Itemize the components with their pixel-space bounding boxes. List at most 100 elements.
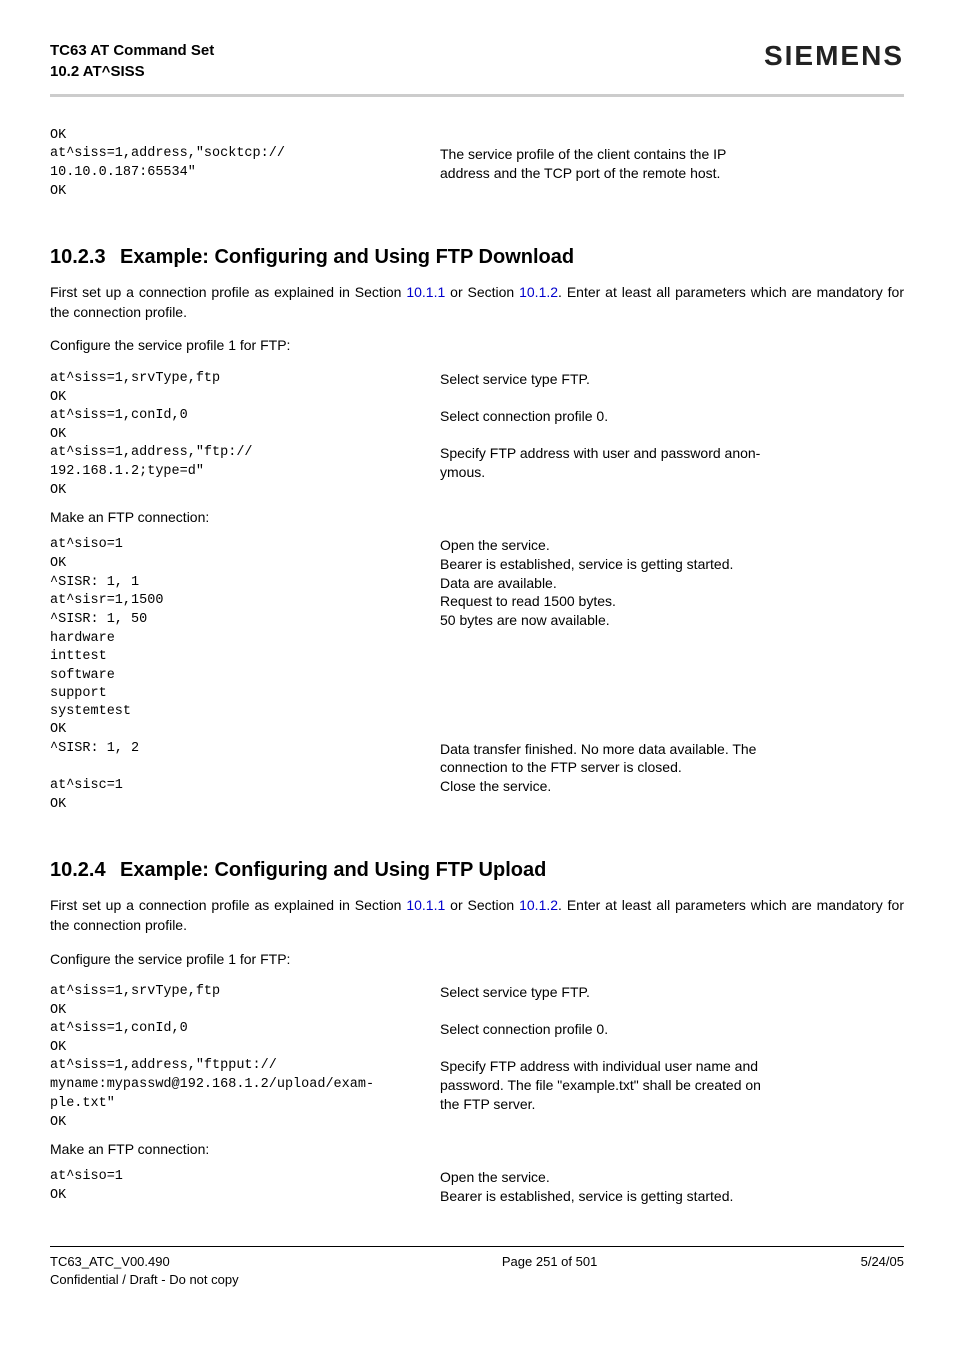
footer-page: Page 251 of 501 [502,1253,597,1289]
code-row: hardware [50,630,904,648]
code-text: OK [50,721,440,739]
code-description: Close the service. [440,777,904,796]
brand-logo: SIEMENS [764,40,904,72]
code-row: 10.10.0.187:65534"address and the TCP po… [50,164,904,183]
code-text: OK [50,426,440,444]
code-row: at^siso=1Open the service. [50,536,904,555]
code-description: Select connection profile 0. [440,407,904,426]
code-description: Open the service. [440,1168,904,1187]
header-title-block: TC63 AT Command Set 10.2 AT^SISS [50,40,214,82]
code-description: Specify FTP address with user and passwo… [440,444,904,463]
footer-left: TC63_ATC_V00.490 Confidential / Draft - … [50,1253,239,1289]
code-row: support [50,685,904,703]
section1-config-block: at^siss=1,srvType,ftpSelect service type… [50,370,904,500]
intro-code-block: OKat^siss=1,address,"socktcp://The servi… [50,127,904,201]
code-text: at^siso=1 [50,1168,440,1186]
code-row: ^SISR: 1, 2Data transfer finished. No mo… [50,740,904,759]
code-description: Specify FTP address with individual user… [440,1057,904,1076]
code-row: systemtest [50,703,904,721]
section2-para2: Configure the service profile 1 for FTP: [50,950,904,970]
code-description: Bearer is established, service is gettin… [440,555,904,574]
link-10-1-1[interactable]: 10.1.1 [406,897,445,913]
code-row: myname:mypasswd@192.168.1.2/upload/exam-… [50,1076,904,1095]
code-text: inttest [50,648,440,666]
code-text: myname:mypasswd@192.168.1.2/upload/exam- [50,1076,440,1094]
code-text: 10.10.0.187:65534" [50,164,440,182]
code-row: at^siss=1,address,"socktcp://The service… [50,145,904,164]
code-text: ^SISR: 1, 2 [50,740,440,758]
section2-para3: Make an FTP connection: [50,1140,904,1160]
code-description: Select service type FTP. [440,983,904,1002]
code-text: support [50,685,440,703]
link-10-1-1[interactable]: 10.1.1 [406,284,445,300]
code-row: at^siss=1,srvType,ftpSelect service type… [50,370,904,389]
code-row: OK [50,127,904,145]
code-text: at^sisc=1 [50,777,440,795]
code-text: at^siss=1,address,"socktcp:// [50,145,440,163]
code-text: OK [50,555,440,573]
code-text: software [50,667,440,685]
code-row: at^siss=1,address,"ftp://Specify FTP add… [50,444,904,463]
code-description: Bearer is established, service is gettin… [440,1187,904,1206]
code-description: connection to the FTP server is closed. [440,758,904,777]
code-description: Data transfer finished. No more data ava… [440,740,904,759]
code-row: inttest [50,648,904,666]
section-number: 10.2.3 [50,246,120,269]
code-row: at^sisr=1,1500Request to read 1500 bytes… [50,592,904,611]
code-row: OK [50,482,904,500]
code-text: ple.txt" [50,1095,440,1113]
code-description: Request to read 1500 bytes. [440,592,904,611]
code-row: OK [50,1039,904,1057]
code-text: OK [50,389,440,407]
code-text: OK [50,127,440,145]
code-text: OK [50,1039,440,1057]
section-heading-2: 10.2.4Example: Configuring and Using FTP… [50,859,904,882]
section1-para3: Make an FTP connection: [50,508,904,528]
section1-para1: First set up a connection profile as exp… [50,283,904,322]
code-description: Select service type FTP. [440,370,904,389]
page-footer: TC63_ATC_V00.490 Confidential / Draft - … [50,1246,904,1289]
code-row: OK [50,183,904,201]
link-10-1-2[interactable]: 10.1.2 [519,897,558,913]
code-text: OK [50,1114,440,1132]
code-row: at^siso=1Open the service. [50,1168,904,1187]
code-text: OK [50,1002,440,1020]
code-description: Open the service. [440,536,904,555]
code-row: ^SISR: 1, 5050 bytes are now available. [50,611,904,630]
code-text: OK [50,482,440,500]
code-description: address and the TCP port of the remote h… [440,164,904,183]
code-row: at^siss=1,address,"ftpput://Specify FTP … [50,1057,904,1076]
code-row: 192.168.1.2;type=d"ymous. [50,463,904,482]
code-description: ymous. [440,463,904,482]
section1-para2: Configure the service profile 1 for FTP: [50,336,904,356]
code-description: 50 bytes are now available. [440,611,904,630]
section-title: Example: Configuring and Using FTP Uploa… [120,859,546,881]
code-row: ^SISR: 1, 1Data are available. [50,574,904,593]
section1-conn-block: at^siso=1Open the service.OKBearer is es… [50,536,904,815]
code-text: at^siss=1,address,"ftp:// [50,444,440,462]
code-row: software [50,667,904,685]
code-description: the FTP server. [440,1095,904,1114]
page-header: TC63 AT Command Set 10.2 AT^SISS SIEMENS [50,40,904,97]
section-heading-1: 10.2.3Example: Configuring and Using FTP… [50,246,904,269]
code-text: OK [50,183,440,201]
code-row: OK [50,1114,904,1132]
code-row: OK [50,389,904,407]
code-text: at^sisr=1,1500 [50,592,440,610]
code-description: Data are available. [440,574,904,593]
link-10-1-2[interactable]: 10.1.2 [519,284,558,300]
code-row: OK [50,796,904,814]
footer-date: 5/24/05 [861,1253,904,1289]
code-description: Select connection profile 0. [440,1020,904,1039]
code-row: OKBearer is established, service is gett… [50,555,904,574]
code-row: OK [50,426,904,444]
section2-config-block: at^siss=1,srvType,ftpSelect service type… [50,983,904,1132]
code-row: ple.txt"the FTP server. [50,1095,904,1114]
section2-para1: First set up a connection profile as exp… [50,896,904,935]
code-text: OK [50,796,440,814]
code-text: at^siss=1,conId,0 [50,407,440,425]
section2-conn-block: at^siso=1Open the service.OKBearer is es… [50,1168,904,1206]
code-row: OK [50,721,904,739]
code-text: ^SISR: 1, 50 [50,611,440,629]
code-row: at^siss=1,conId,0Select connection profi… [50,407,904,426]
